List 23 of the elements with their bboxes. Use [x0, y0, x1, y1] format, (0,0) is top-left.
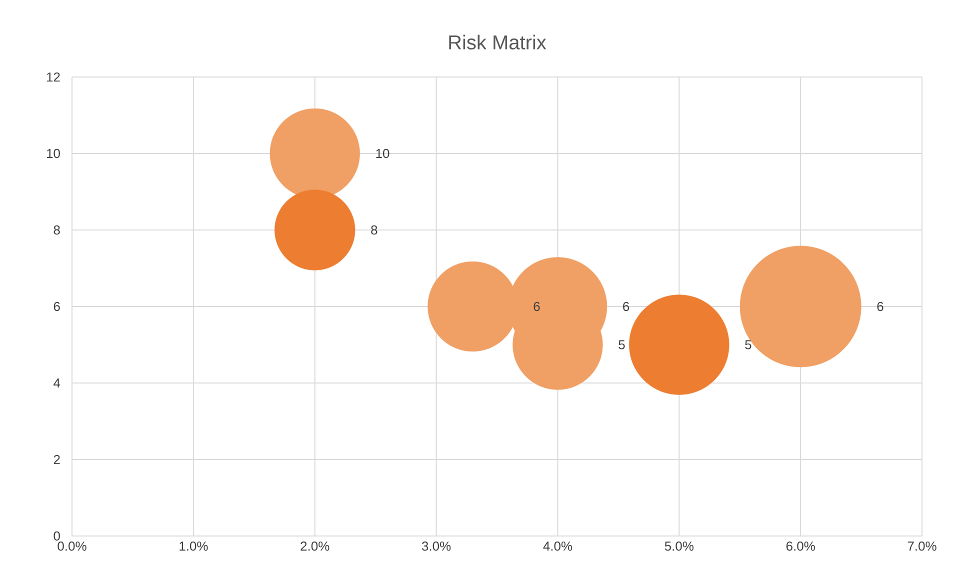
y-tick-label: 6 — [54, 302, 60, 312]
y-tick-label: 10 — [47, 148, 60, 158]
y-tick-label: 2 — [54, 454, 60, 464]
x-tick-label: 2.0% — [300, 542, 330, 551]
data-label: 6 — [877, 302, 884, 312]
data-label: 8 — [371, 225, 378, 235]
y-tick-label: 4 — [54, 378, 60, 388]
x-tick-label: 7.0% — [908, 542, 936, 551]
data-label: 6 — [534, 302, 540, 312]
data-label: 10 — [376, 148, 390, 158]
x-tick-label: 0.0% — [58, 542, 86, 551]
x-tick-label: 3.0% — [422, 542, 451, 551]
data-label: 5 — [745, 340, 752, 350]
y-tick-label: 12 — [47, 72, 60, 82]
data-label: 6 — [623, 302, 630, 312]
x-tick-label: 5.0% — [664, 542, 694, 551]
x-tick-label: 1.0% — [180, 542, 208, 551]
x-tick-label: 6.0% — [786, 542, 815, 551]
x-tick-label: 4.0% — [543, 542, 572, 551]
y-tick-label: 8 — [54, 225, 60, 235]
data-label: 5 — [618, 340, 625, 350]
y-tick-label: 0 — [54, 531, 60, 541]
chart-title: Risk Matrix — [449, 34, 546, 50]
